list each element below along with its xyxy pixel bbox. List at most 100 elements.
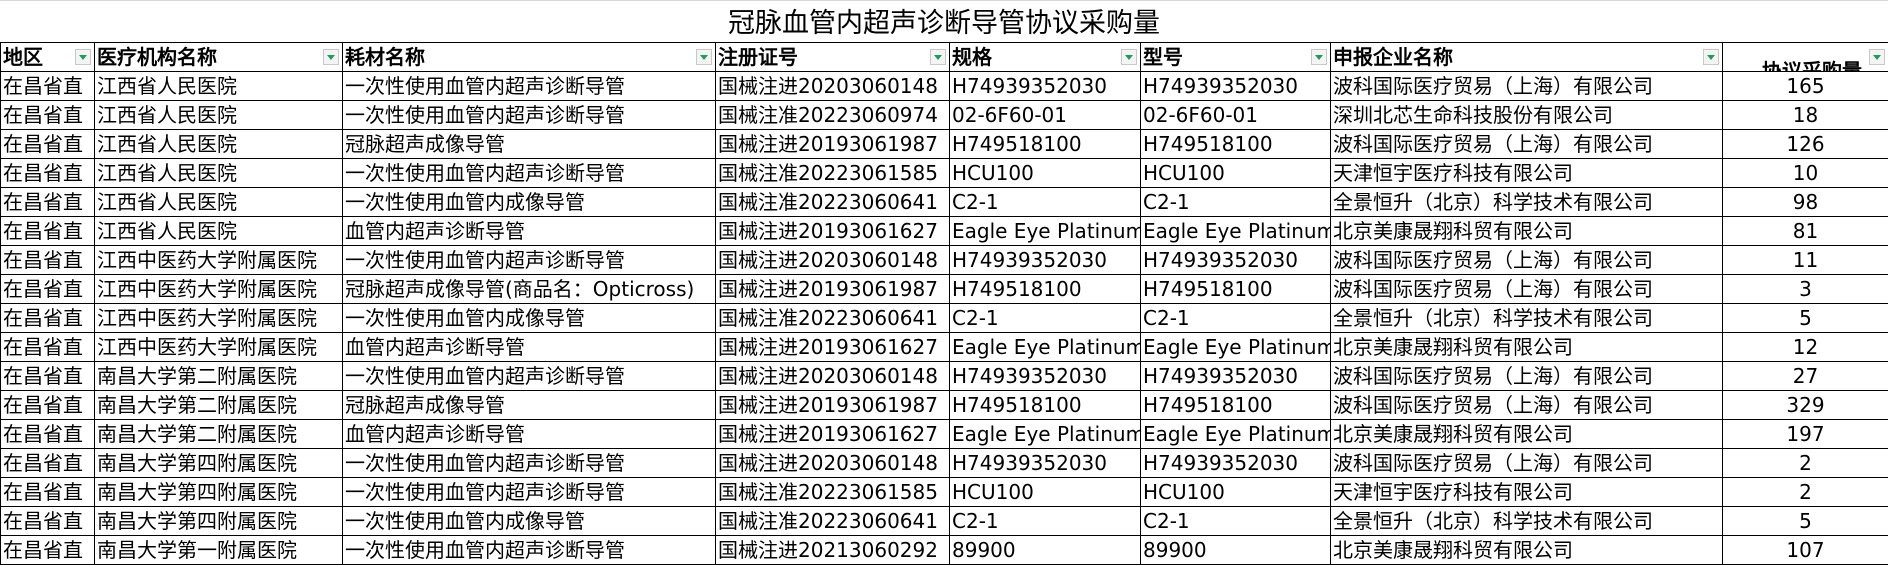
cell-region[interactable]: 在昌省直	[0, 390, 95, 420]
cell-model[interactable]: HCU100	[1140, 158, 1331, 188]
cell-quantity[interactable]: 98	[1722, 187, 1888, 217]
cell-model[interactable]: C2-1	[1140, 187, 1331, 217]
cell-spec[interactable]: HCU100	[949, 158, 1141, 188]
cell-registration-no[interactable]: 国械注准20223061585	[715, 158, 950, 188]
cell-institution[interactable]: 江西省人民医院	[94, 216, 343, 246]
cell-model[interactable]: C2-1	[1140, 506, 1331, 536]
cell-company[interactable]: 天津恒宇医疗科技有限公司	[1330, 477, 1723, 507]
filter-dropdown-icon[interactable]	[323, 49, 339, 65]
cell-region[interactable]: 在昌省直	[0, 303, 95, 333]
cell-consumable-name[interactable]: 一次性使用血管内超声诊断导管	[342, 158, 716, 188]
cell-model[interactable]: H74939352030	[1140, 448, 1331, 478]
cell-registration-no[interactable]: 国械注准20223061585	[715, 477, 950, 507]
cell-quantity[interactable]: 11	[1722, 245, 1888, 275]
cell-spec[interactable]: Eagle Eye Platinum	[949, 419, 1141, 449]
filter-dropdown-icon[interactable]	[75, 49, 91, 65]
cell-institution[interactable]: 江西中医药大学附属医院	[94, 245, 343, 275]
cell-registration-no[interactable]: 国械注进20193061987	[715, 274, 950, 304]
cell-quantity[interactable]: 18	[1722, 100, 1888, 130]
cell-region[interactable]: 在昌省直	[0, 158, 95, 188]
cell-quantity[interactable]: 10	[1722, 158, 1888, 188]
cell-consumable-name[interactable]: 血管内超声诊断导管	[342, 419, 716, 449]
cell-company[interactable]: 北京美康晟翔科贸有限公司	[1330, 535, 1723, 565]
cell-consumable-name[interactable]: 冠脉超声成像导管	[342, 390, 716, 420]
cell-company[interactable]: 波科国际医疗贸易（上海）有限公司	[1330, 448, 1723, 478]
cell-model[interactable]: H749518100	[1140, 129, 1331, 159]
cell-spec[interactable]: C2-1	[949, 506, 1141, 536]
cell-spec[interactable]: H74939352030	[949, 245, 1141, 275]
cell-model[interactable]: 89900	[1140, 535, 1331, 565]
cell-model[interactable]: Eagle Eye Platinum	[1140, 332, 1331, 362]
filter-dropdown-icon[interactable]	[1869, 49, 1885, 65]
cell-model[interactable]: H74939352030	[1140, 71, 1331, 101]
cell-quantity[interactable]: 2	[1722, 477, 1888, 507]
cell-institution[interactable]: 南昌大学第一附属医院	[94, 535, 343, 565]
cell-registration-no[interactable]: 国械注进20193061627	[715, 419, 950, 449]
cell-company[interactable]: 波科国际医疗贸易（上海）有限公司	[1330, 245, 1723, 275]
cell-consumable-name[interactable]: 一次性使用血管内超声诊断导管	[342, 361, 716, 391]
cell-model[interactable]: Eagle Eye Platinum	[1140, 216, 1331, 246]
cell-institution[interactable]: 南昌大学第四附属医院	[94, 506, 343, 536]
cell-consumable-name[interactable]: 一次性使用血管内成像导管	[342, 187, 716, 217]
cell-institution[interactable]: 江西中医药大学附属医院	[94, 274, 343, 304]
cell-institution[interactable]: 江西省人民医院	[94, 158, 343, 188]
cell-registration-no[interactable]: 国械注准20223060641	[715, 506, 950, 536]
cell-company[interactable]: 波科国际医疗贸易（上海）有限公司	[1330, 361, 1723, 391]
cell-spec[interactable]: H749518100	[949, 274, 1141, 304]
cell-region[interactable]: 在昌省直	[0, 216, 95, 246]
cell-region[interactable]: 在昌省直	[0, 187, 95, 217]
cell-registration-no[interactable]: 国械注进20203060148	[715, 448, 950, 478]
cell-institution[interactable]: 江西省人民医院	[94, 187, 343, 217]
cell-institution[interactable]: 江西中医药大学附属医院	[94, 332, 343, 362]
cell-registration-no[interactable]: 国械注进20193061627	[715, 332, 950, 362]
cell-consumable-name[interactable]: 血管内超声诊断导管	[342, 216, 716, 246]
cell-region[interactable]: 在昌省直	[0, 419, 95, 449]
cell-institution[interactable]: 江西省人民医院	[94, 129, 343, 159]
cell-region[interactable]: 在昌省直	[0, 332, 95, 362]
cell-company[interactable]: 北京美康晟翔科贸有限公司	[1330, 419, 1723, 449]
cell-region[interactable]: 在昌省直	[0, 361, 95, 391]
filter-dropdown-icon[interactable]	[696, 49, 712, 65]
cell-registration-no[interactable]: 国械注进20203060148	[715, 245, 950, 275]
cell-model[interactable]: H74939352030	[1140, 245, 1331, 275]
cell-company[interactable]: 深圳北芯生命科技股份有限公司	[1330, 100, 1723, 130]
cell-model[interactable]: C2-1	[1140, 303, 1331, 333]
cell-institution[interactable]: 南昌大学第二附属医院	[94, 361, 343, 391]
cell-quantity[interactable]: 2	[1722, 448, 1888, 478]
cell-quantity[interactable]: 107	[1722, 535, 1888, 565]
cell-company[interactable]: 波科国际医疗贸易（上海）有限公司	[1330, 71, 1723, 101]
cell-quantity[interactable]: 3	[1722, 274, 1888, 304]
cell-consumable-name[interactable]: 血管内超声诊断导管	[342, 332, 716, 362]
cell-model[interactable]: H749518100	[1140, 390, 1331, 420]
cell-registration-no[interactable]: 国械注进20193061987	[715, 129, 950, 159]
cell-institution[interactable]: 江西中医药大学附属医院	[94, 303, 343, 333]
cell-consumable-name[interactable]: 一次性使用血管内超声诊断导管	[342, 100, 716, 130]
cell-institution[interactable]: 江西省人民医院	[94, 71, 343, 101]
cell-consumable-name[interactable]: 一次性使用血管内超声诊断导管	[342, 535, 716, 565]
cell-model[interactable]: Eagle Eye Platinum	[1140, 419, 1331, 449]
cell-spec[interactable]: H74939352030	[949, 71, 1141, 101]
cell-consumable-name[interactable]: 一次性使用血管内成像导管	[342, 506, 716, 536]
cell-consumable-name[interactable]: 一次性使用血管内超声诊断导管	[342, 448, 716, 478]
cell-institution[interactable]: 南昌大学第四附属医院	[94, 448, 343, 478]
cell-spec[interactable]: H749518100	[949, 129, 1141, 159]
cell-region[interactable]: 在昌省直	[0, 477, 95, 507]
cell-consumable-name[interactable]: 一次性使用血管内超声诊断导管	[342, 477, 716, 507]
cell-consumable-name[interactable]: 一次性使用血管内成像导管	[342, 303, 716, 333]
cell-spec[interactable]: Eagle Eye Platinum	[949, 332, 1141, 362]
cell-region[interactable]: 在昌省直	[0, 71, 95, 101]
cell-quantity[interactable]: 165	[1722, 71, 1888, 101]
cell-company[interactable]: 全景恒升（北京）科学技术有限公司	[1330, 187, 1723, 217]
cell-institution[interactable]: 南昌大学第二附属医院	[94, 390, 343, 420]
cell-registration-no[interactable]: 国械注准20223060641	[715, 187, 950, 217]
cell-company[interactable]: 北京美康晟翔科贸有限公司	[1330, 216, 1723, 246]
cell-spec[interactable]: H749518100	[949, 390, 1141, 420]
cell-company[interactable]: 全景恒升（北京）科学技术有限公司	[1330, 303, 1723, 333]
cell-quantity[interactable]: 81	[1722, 216, 1888, 246]
cell-registration-no[interactable]: 国械注准20223060974	[715, 100, 950, 130]
cell-company[interactable]: 北京美康晟翔科贸有限公司	[1330, 332, 1723, 362]
cell-region[interactable]: 在昌省直	[0, 448, 95, 478]
cell-model[interactable]: H74939352030	[1140, 361, 1331, 391]
cell-company[interactable]: 天津恒宇医疗科技有限公司	[1330, 158, 1723, 188]
cell-consumable-name[interactable]: 一次性使用血管内超声诊断导管	[342, 245, 716, 275]
